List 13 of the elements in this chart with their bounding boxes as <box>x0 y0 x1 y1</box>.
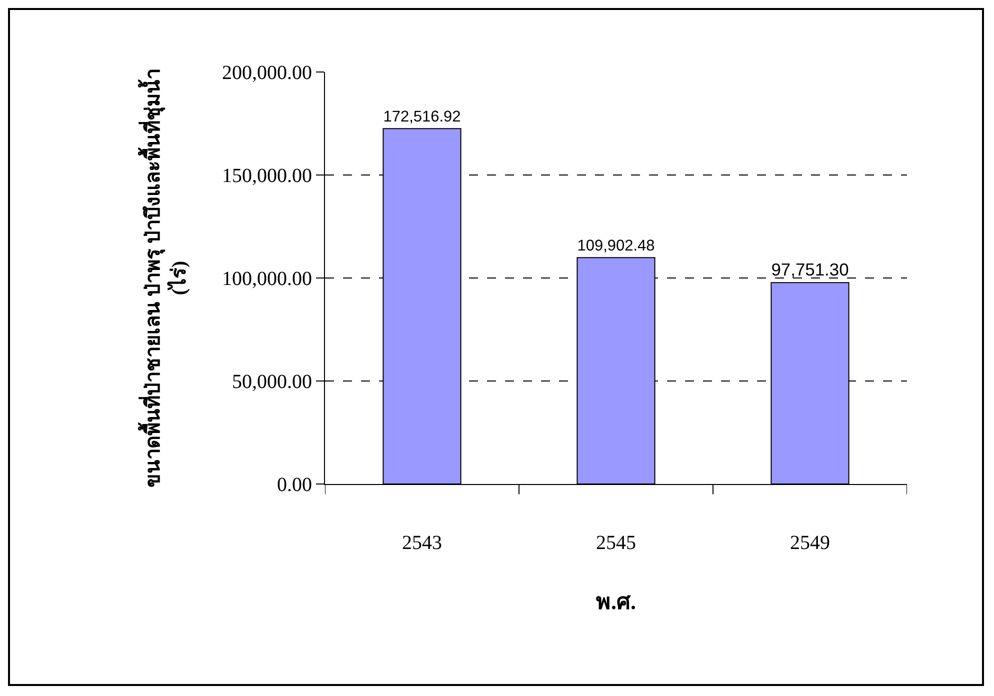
data-label: 172,516.92 <box>383 108 461 126</box>
x-tick-label: 2549 <box>790 532 830 554</box>
y-tick-label: 200,000.00 <box>222 62 312 84</box>
y-tick-label: 100,000.00 <box>222 268 312 290</box>
x-axis-title: พ.ศ. <box>596 588 636 614</box>
data-label: 109,902.48 <box>577 238 655 255</box>
x-tick-label: 2543 <box>402 532 442 554</box>
x-tick-label: 2545 <box>596 532 636 554</box>
data-label: 97,751.30 <box>771 259 850 280</box>
y-axis-title: ขนาดพื้นที่ป่าชายเลน ป่าพรุ ป่าบึงและพื้นที่ชุ่มน้ำ (ไร่) <box>138 68 190 488</box>
y-tick-label: 50,000.00 <box>232 371 312 393</box>
y-tick-label: 150,000.00 <box>222 165 312 187</box>
y-tick-label: 0.00 <box>277 474 312 496</box>
